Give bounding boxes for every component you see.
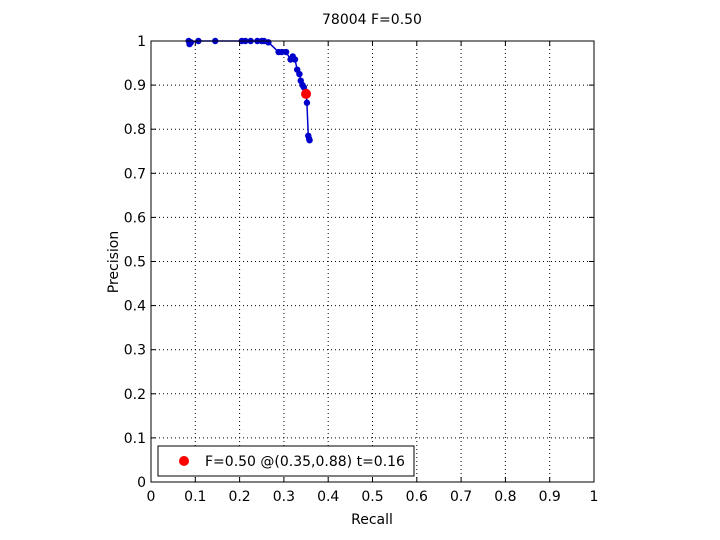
x-tick-label: 0.4 [317, 489, 339, 505]
x-tick-label: 0.9 [539, 489, 561, 505]
data-point [303, 99, 311, 106]
ticks: 0 0.1 0.2 0.3 0.4 0.5 0.6 0.7 0.8 0.9 1 0 0.1 0.2 0.3 0… [124, 34, 599, 505]
best-f-point [301, 88, 312, 99]
data-point [296, 70, 303, 78]
data-point [265, 39, 272, 46]
legend-entry-label: F=0.50 @(0.35,0.88) t=0.16 [205, 454, 405, 470]
x-axis-title: Recall [351, 512, 393, 528]
x-tick-label: 0.5 [361, 489, 383, 505]
x-tick-label: 0.6 [406, 489, 428, 505]
data-point [291, 56, 299, 63]
legend: F=0.50 @(0.35,0.88) t=0.16 [157, 445, 415, 477]
x-tick-label: 0.3 [273, 489, 295, 505]
y-tick-label: 0.5 [124, 255, 146, 271]
chart-title: 78004 F=0.50 [322, 12, 422, 28]
y-tick-label: 0.7 [124, 166, 146, 182]
y-axis-title: Precision [106, 231, 122, 293]
data-point [282, 48, 290, 56]
y-tick-label: 0 [137, 475, 146, 491]
x-tick-label: 0 [147, 489, 156, 505]
y-tick-label: 0.6 [124, 210, 146, 226]
x-tick-label: 0.8 [494, 489, 516, 505]
y-tick-label: 0.8 [124, 122, 146, 138]
best-point-layer [301, 88, 312, 99]
y-tick-label: 0.3 [124, 343, 146, 359]
x-tick-label: 1 [590, 489, 599, 505]
grid [151, 41, 594, 482]
y-tick-label: 0.1 [124, 431, 146, 447]
legend-marker [179, 456, 189, 466]
x-tick-label: 0.1 [184, 489, 206, 505]
y-tick-label: 0.9 [124, 78, 146, 94]
legend-box [157, 445, 415, 477]
x-tick-label: 0.7 [450, 489, 472, 505]
data-point [306, 137, 313, 144]
data-point [187, 39, 195, 46]
y-tick-label: 1 [137, 34, 146, 50]
y-tick-label: 0.2 [124, 387, 146, 403]
data-point [278, 48, 285, 56]
x-tick-label: 0.2 [228, 489, 250, 505]
y-tick-label: 0.4 [124, 299, 146, 315]
